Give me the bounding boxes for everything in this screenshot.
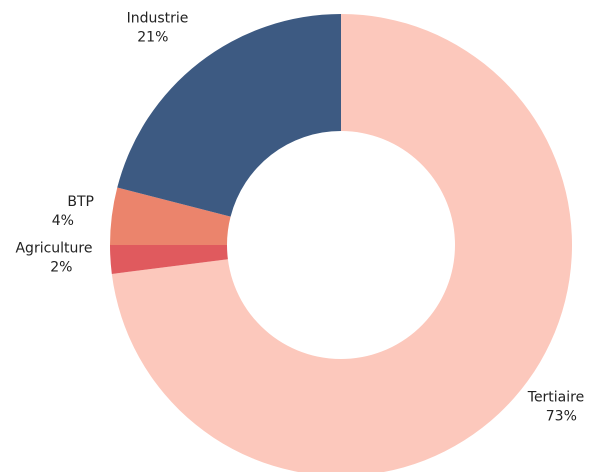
slice-value-label: 4%: [52, 213, 74, 229]
slice-value-label: 2%: [50, 260, 72, 276]
slice-value-label: 73%: [546, 409, 577, 425]
slice-label: BTP: [67, 194, 94, 210]
slice-label: Tertiaire: [527, 390, 584, 406]
slice-label: Agriculture: [15, 241, 92, 257]
slice-value-label: 21%: [137, 29, 168, 45]
slice-label: Industrie: [127, 10, 189, 26]
chart: Tertiaire 73% Agriculture 2% BTP 4% Industrie 2…: [0, 0, 593, 472]
